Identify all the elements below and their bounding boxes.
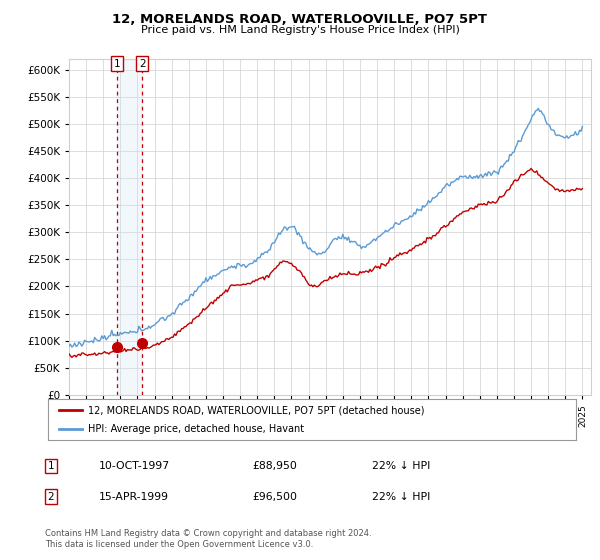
Text: £88,950: £88,950 bbox=[252, 461, 297, 471]
Text: 2: 2 bbox=[47, 492, 55, 502]
Text: 1: 1 bbox=[113, 59, 120, 69]
Text: 22% ↓ HPI: 22% ↓ HPI bbox=[372, 492, 430, 502]
Text: 2: 2 bbox=[139, 59, 146, 69]
Text: 22% ↓ HPI: 22% ↓ HPI bbox=[372, 461, 430, 471]
Text: HPI: Average price, detached house, Havant: HPI: Average price, detached house, Hava… bbox=[88, 424, 304, 433]
Text: 15-APR-1999: 15-APR-1999 bbox=[99, 492, 169, 502]
Text: 12, MORELANDS ROAD, WATERLOOVILLE, PO7 5PT: 12, MORELANDS ROAD, WATERLOOVILLE, PO7 5… bbox=[113, 13, 487, 26]
Text: 10-OCT-1997: 10-OCT-1997 bbox=[99, 461, 170, 471]
Text: £96,500: £96,500 bbox=[252, 492, 297, 502]
Text: 12, MORELANDS ROAD, WATERLOOVILLE, PO7 5PT (detached house): 12, MORELANDS ROAD, WATERLOOVILLE, PO7 5… bbox=[88, 405, 424, 415]
Text: Contains HM Land Registry data © Crown copyright and database right 2024.
This d: Contains HM Land Registry data © Crown c… bbox=[45, 529, 371, 549]
Text: 1: 1 bbox=[47, 461, 55, 471]
Text: Price paid vs. HM Land Registry's House Price Index (HPI): Price paid vs. HM Land Registry's House … bbox=[140, 25, 460, 35]
Bar bbox=[116, 59, 142, 395]
